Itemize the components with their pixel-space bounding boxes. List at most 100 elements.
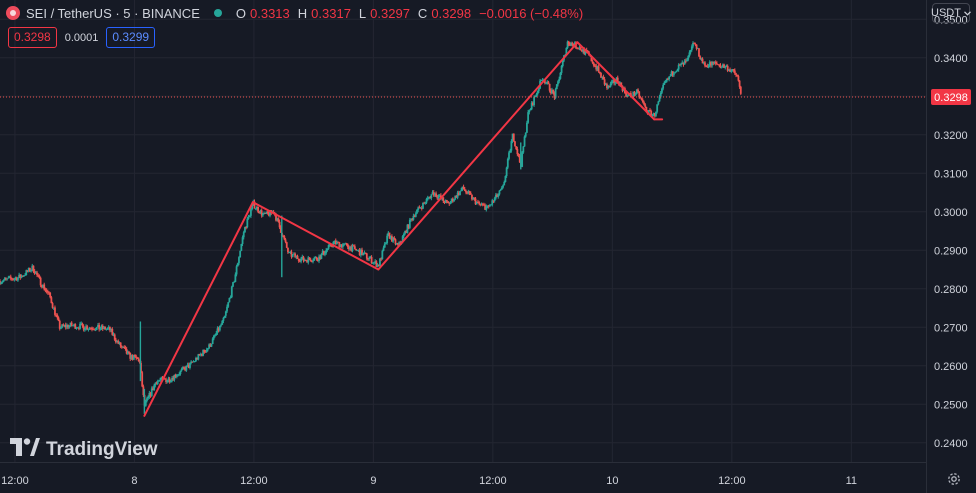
candle-body: [731, 69, 734, 71]
candle-body: [596, 66, 599, 70]
candle-body: [229, 297, 232, 298]
candle-body: [547, 81, 550, 84]
candle-body: [461, 186, 464, 191]
candle-body: [455, 195, 458, 198]
candle-body: [349, 246, 351, 250]
candle-body: [259, 210, 262, 214]
candle-body: [483, 204, 485, 206]
candle-body: [6, 278, 9, 280]
candle-body: [736, 74, 739, 77]
buy-button[interactable]: 0.3299: [106, 27, 156, 48]
candle-body: [152, 388, 154, 391]
gear-icon[interactable]: [946, 471, 962, 487]
candle-body: [591, 61, 594, 64]
candle-body: [142, 386, 145, 396]
candle-body: [322, 251, 325, 255]
candle-body: [678, 64, 681, 66]
candle-body: [178, 374, 181, 375]
candle-body: [284, 239, 287, 243]
y-tick-label: 0.2600: [934, 361, 968, 373]
candle-body: [12, 279, 15, 281]
trend-line-segment[interactable]: [576, 41, 656, 121]
tradingview-logo[interactable]: TradingView: [10, 438, 158, 461]
candle-body: [536, 90, 539, 95]
currency-label: USDT: [931, 7, 961, 19]
candle-body: [130, 354, 133, 359]
candle-body: [453, 199, 455, 202]
candle-body: [106, 327, 109, 329]
candle-body: [278, 221, 281, 228]
candle-body: [633, 91, 636, 96]
candle-body: [14, 277, 17, 279]
candle-body: [264, 213, 267, 214]
candle-body: [217, 328, 220, 331]
candle-body: [494, 194, 497, 199]
candle-body: [676, 69, 679, 71]
candle-body: [590, 56, 593, 62]
candle-body: [163, 378, 166, 380]
candle-body: [683, 60, 686, 65]
candle-body: [56, 315, 59, 318]
candle-body: [600, 72, 602, 78]
candle-body: [185, 365, 188, 371]
candle-body: [465, 190, 467, 193]
candle-body: [557, 81, 559, 85]
candle-body: [116, 341, 118, 343]
candle-body: [527, 112, 530, 123]
logo-text: TradingView: [46, 438, 158, 460]
candle-body: [423, 202, 426, 204]
candle-body: [2, 280, 5, 282]
candle-body: [239, 250, 242, 258]
trend-line-segment[interactable]: [143, 201, 254, 417]
high-label: H: [297, 5, 308, 21]
candle-body: [70, 322, 73, 326]
candle-body: [212, 335, 215, 339]
low-value: 0.3297: [370, 5, 410, 21]
candle-body: [694, 43, 697, 45]
currency-dropdown[interactable]: USDT: [931, 3, 971, 23]
candle-body: [511, 133, 514, 142]
candle-body: [362, 252, 365, 256]
market-open-dot-icon: [213, 9, 222, 17]
candle-body: [601, 76, 604, 78]
candle-body: [13, 278, 16, 280]
candle-body: [629, 93, 632, 96]
last-price-tag: [931, 89, 971, 106]
candle-body: [449, 201, 452, 204]
candle-body: [337, 241, 340, 243]
sell-button[interactable]: 0.3298: [8, 27, 57, 48]
trend-line-segment[interactable]: [251, 201, 380, 271]
candle-body: [480, 204, 483, 206]
candle-body: [242, 232, 245, 238]
candle-body: [710, 62, 712, 66]
candle-body: [643, 102, 645, 105]
trend-line-segment[interactable]: [377, 41, 579, 271]
candle-body: [708, 62, 711, 66]
candle-body: [207, 348, 209, 350]
candle-body: [579, 47, 582, 50]
candle-body: [432, 192, 435, 196]
candle-body: [497, 194, 500, 197]
candle-body: [297, 258, 300, 261]
candle-body: [399, 242, 402, 244]
candle-body: [716, 63, 718, 65]
x-tick-label: 11: [846, 475, 857, 487]
candle-body: [137, 358, 140, 362]
candle-body: [92, 329, 95, 330]
candle-body: [33, 271, 36, 274]
candle-body: [126, 351, 129, 354]
candle-body: [684, 60, 687, 62]
candle-body: [639, 97, 642, 99]
symbol-title[interactable]: SEI / TetherUS · 5 · BINANCE: [26, 5, 200, 21]
close-value: 0.3298: [431, 5, 472, 21]
candle-body: [117, 341, 120, 344]
candle-body: [81, 323, 84, 326]
candle-body: [17, 277, 19, 281]
y-tick-label: 0.3400: [934, 53, 968, 65]
candle-body: [67, 325, 70, 328]
candle-body: [410, 219, 412, 221]
candle-body: [664, 81, 667, 83]
candle-body: [160, 377, 163, 380]
candle-body: [299, 260, 301, 262]
